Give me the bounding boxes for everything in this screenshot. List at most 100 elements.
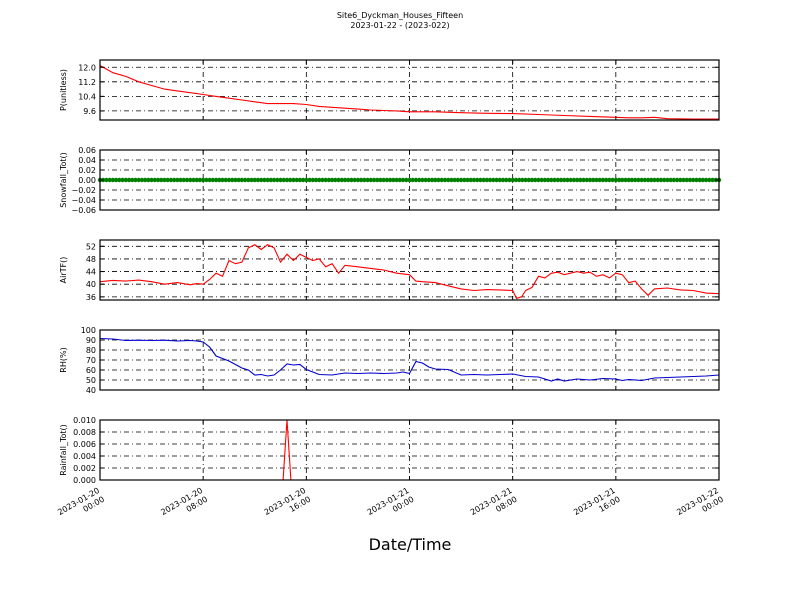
data-point — [352, 177, 357, 183]
grid-lines — [99, 60, 720, 120]
data-point — [397, 177, 403, 183]
panel-2: 0.060.040.020.00−0.02−0.04−0.06Snowfall_… — [59, 146, 722, 215]
data-point — [197, 177, 203, 183]
data-point — [384, 177, 390, 183]
data-point — [684, 177, 689, 183]
data-point — [155, 177, 161, 183]
data-point — [326, 177, 332, 183]
data-point — [607, 177, 612, 183]
data-point — [426, 177, 432, 183]
data-point — [623, 177, 628, 183]
data-point — [375, 177, 380, 183]
panel-3: 52 48 44 40 36 AirTF() — [59, 239, 720, 302]
data-point — [529, 177, 535, 183]
data-point — [587, 177, 593, 183]
data-point — [271, 177, 277, 183]
data-point — [574, 177, 580, 183]
data-point — [639, 177, 644, 183]
data-point — [178, 177, 183, 183]
data-point — [226, 177, 232, 183]
data-point — [513, 177, 519, 183]
data-point — [407, 177, 412, 183]
data-point — [597, 177, 602, 183]
data-point — [491, 177, 496, 183]
x-axis-ticks: 2023-01-2000:00 2023-01-2008:00 2023-01-20… — [56, 486, 725, 526]
data-point — [117, 177, 122, 183]
data-point — [278, 177, 283, 183]
data-point — [139, 177, 145, 183]
panel-5: 0.010 0.008 0.006 0.004 0.002 0.000 Rainfall_T… — [59, 416, 720, 485]
data-point — [710, 177, 715, 183]
data-point — [207, 177, 212, 183]
data-point — [542, 177, 548, 183]
data-point — [159, 177, 164, 183]
x-tick-label: 2023-01-2108:00 — [469, 486, 519, 526]
data-point — [184, 177, 190, 183]
chart-title: Site6_Dyckman_Houses_Fifteen — [336, 11, 464, 20]
data-point — [436, 177, 441, 183]
y-tick-label: 0.04 — [78, 156, 96, 165]
data-point — [394, 177, 399, 183]
data-point — [494, 177, 499, 183]
data-point — [404, 177, 409, 183]
data-point — [142, 177, 148, 183]
data-point — [652, 177, 657, 183]
data-point — [165, 177, 170, 183]
data-point — [536, 177, 541, 183]
y-tick-label: −0.06 — [71, 206, 96, 215]
data-point — [507, 177, 512, 183]
data-point — [291, 177, 296, 183]
data-point — [526, 177, 531, 183]
y-axis-label: Rainfall_Tot() — [59, 424, 68, 476]
y-tick-label: −0.02 — [71, 186, 96, 195]
data-point — [565, 177, 570, 183]
y-tick-label: 44 — [86, 268, 96, 277]
y-tick-label: 0.002 — [73, 464, 96, 473]
x-tick-label: 2023-01-2116:00 — [572, 486, 622, 526]
y-axis-label: P(unitless) — [59, 69, 68, 111]
y-axis-label: AirTF() — [59, 257, 68, 284]
data-point — [126, 177, 132, 183]
data-point — [310, 177, 315, 183]
data-point — [358, 177, 364, 183]
y-tick-label: 52 — [86, 242, 96, 251]
data-point — [645, 177, 651, 183]
data-point — [229, 177, 235, 183]
data-point — [236, 177, 241, 183]
data-point — [239, 177, 245, 183]
data-point — [249, 177, 254, 183]
data-point — [594, 177, 599, 183]
data-point — [691, 177, 696, 183]
data-point — [429, 177, 435, 183]
data-point — [346, 177, 351, 183]
data-point — [433, 177, 438, 183]
data-point — [371, 177, 377, 183]
y-tick-label: 40 — [86, 386, 96, 395]
data-point — [297, 177, 303, 183]
data-point — [478, 177, 483, 183]
data-point — [458, 177, 464, 183]
data-point — [233, 177, 238, 183]
x-axis-label: Date/Time — [369, 535, 452, 554]
data-point — [616, 177, 622, 183]
x-tick-label: 2023-01-2200:00 — [675, 486, 725, 526]
data-point — [200, 177, 206, 183]
data-point — [391, 177, 396, 183]
data-point — [171, 177, 177, 183]
data-point — [655, 177, 660, 183]
data-point — [107, 177, 112, 183]
data-point — [152, 177, 158, 183]
data-point — [342, 177, 348, 183]
data-point — [368, 177, 374, 183]
data-point — [281, 177, 286, 183]
grid-lines — [99, 240, 720, 300]
data-point — [252, 177, 257, 183]
series-line — [99, 337, 720, 382]
data-point — [539, 177, 544, 183]
y-tick-label: 90 — [86, 336, 96, 345]
x-tick-label: 2023-01-2008:00 — [159, 486, 209, 526]
data-point — [323, 177, 328, 183]
chart-panels: 12.011.210.49.6P(unitless)0.060.040.020.… — [59, 59, 722, 485]
data-point — [668, 177, 673, 183]
